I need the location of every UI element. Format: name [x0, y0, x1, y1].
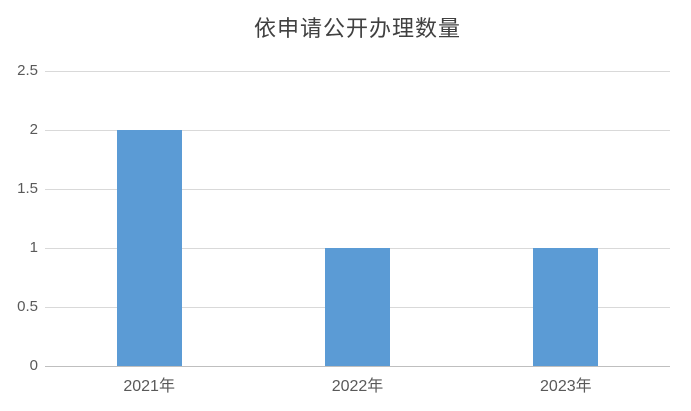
bar-2022年 [325, 248, 390, 366]
y-tick-label: 0 [29, 357, 38, 374]
y-tick-label: 1.5 [17, 180, 38, 197]
bar-2021年 [116, 130, 182, 366]
y-tick-label: 0.5 [17, 298, 38, 315]
plot-area [45, 71, 670, 367]
bar-2023年 [533, 248, 599, 366]
x-tick-label-2021年: 2021年 [123, 378, 175, 395]
x-axis-line [45, 366, 670, 367]
gridline-y-1.5 [45, 189, 670, 190]
chart-title: 依申请公开办理数量 [253, 16, 461, 41]
x-tick-label-2022年: 2022年 [331, 378, 384, 395]
x-tick-label-2023年: 2023年 [540, 378, 592, 395]
y-tick-label: 2 [29, 121, 38, 138]
y-tick-label: 1 [29, 239, 38, 256]
gridline-y-2 [45, 130, 670, 131]
y-tick-label: 2.5 [17, 62, 38, 79]
gridline-y-2.5 [45, 71, 670, 72]
